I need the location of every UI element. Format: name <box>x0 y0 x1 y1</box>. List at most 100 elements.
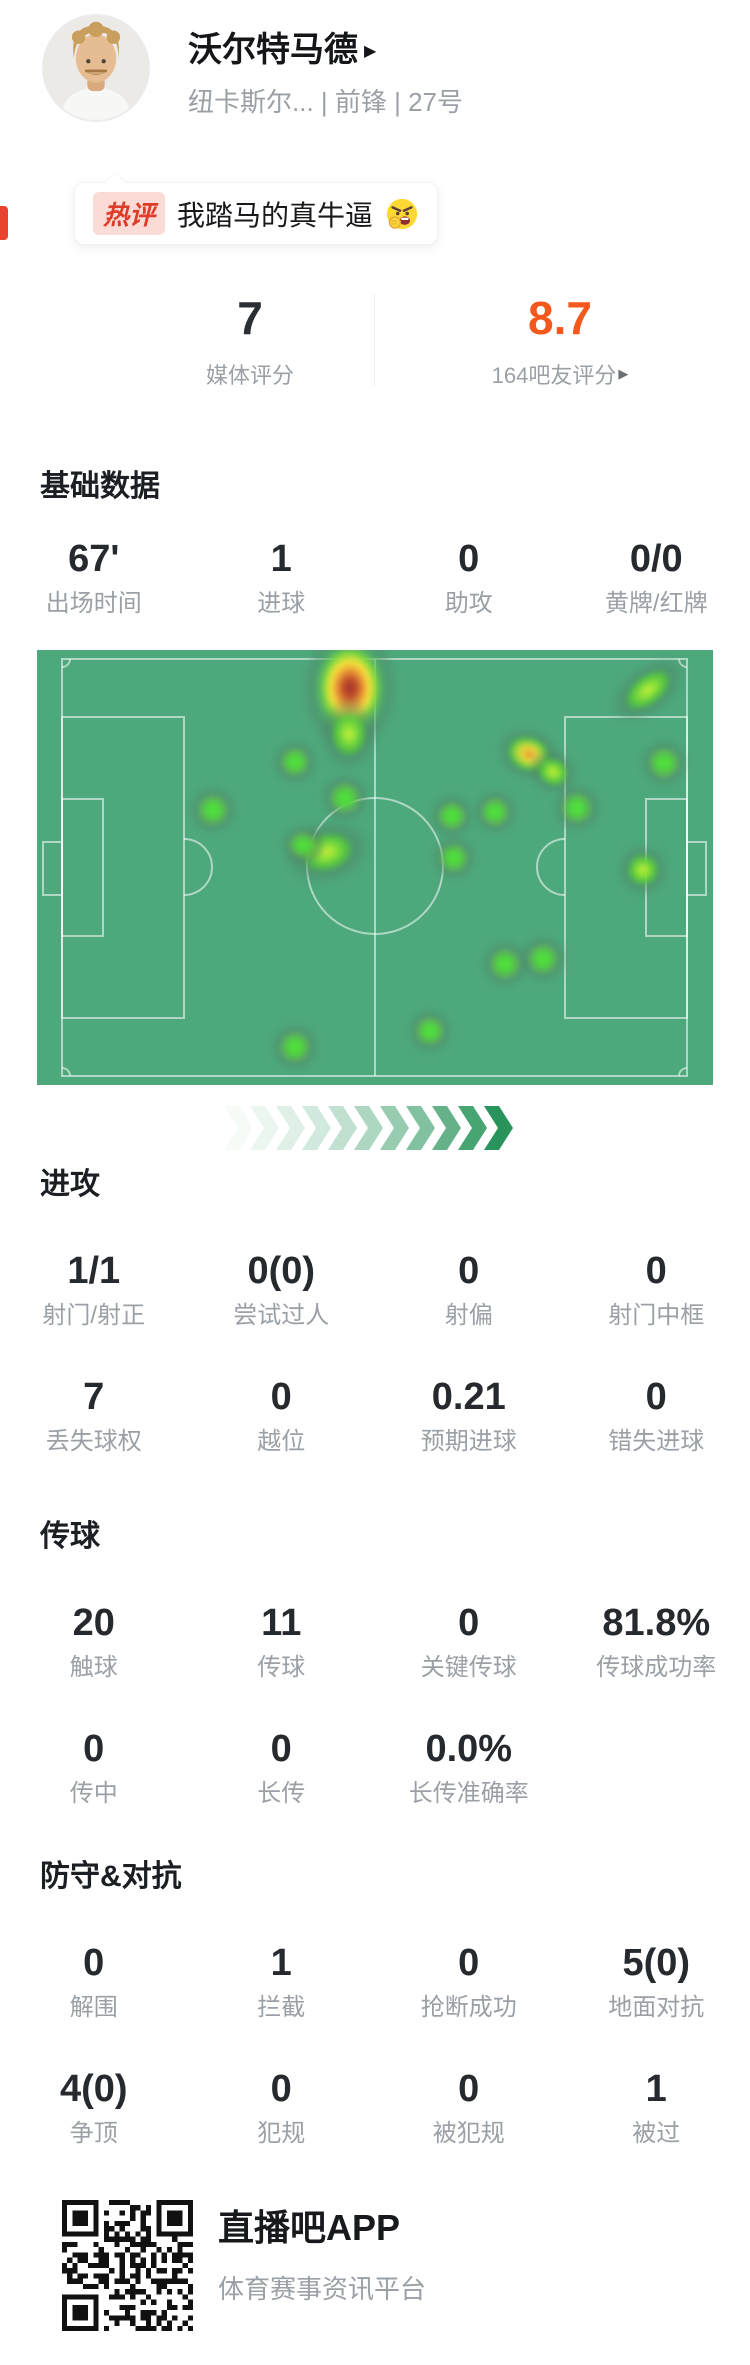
stat-助攻: 0 助攻 <box>375 536 563 620</box>
stat-label: 越位 <box>257 1428 306 1455</box>
media-rating: 7 媒体评分 <box>130 290 370 390</box>
section-defense-duels: 防守&对抗 0 解围 1 拦截 0 抢断成功 5(0) 地面对抗 4(0) 争顶 0 犯规 0 被犯规 1 被… <box>0 1862 750 2150</box>
stat-value: 5(0) <box>622 1942 691 1984</box>
section-passing: 传球 20 触球 11 传球 0 关键传球 81.8% 传球成功率 0 传中 0 长传 0.0% 长传准确… <box>0 1522 750 1810</box>
stat-row: 7 丢失球权 0 越位 0.21 预期进球 0 错失进球 <box>0 1374 750 1458</box>
stat-label: 射门中框 <box>608 1302 705 1329</box>
stat-label: 传中 <box>69 1780 118 1807</box>
stat-label: 预期进球 <box>420 1428 517 1455</box>
fans-rating-arrow-icon: ▶ <box>618 366 629 381</box>
stat-value: 0.21 <box>431 1376 506 1418</box>
stat-射门中框: 0 射门中框 <box>563 1248 750 1332</box>
stat-label: 出场时间 <box>45 590 142 617</box>
hot-comment-bubble[interactable]: 热评 我踏马的真牛逼 <box>74 182 439 245</box>
stat-拦截: 1 拦截 <box>188 1940 376 2024</box>
stat-value: 1 <box>270 538 292 580</box>
stat-rows: 20 触球 11 传球 0 关键传球 81.8% 传球成功率 0 传中 0 长传 0.0% 长传准确率 <box>0 1600 750 1810</box>
stat-value: 0 <box>458 1250 480 1292</box>
stat-label: 争顶 <box>69 2120 118 2147</box>
pitch-heatmap <box>37 650 713 1085</box>
player-avatar <box>42 14 150 122</box>
stat-value: 1 <box>645 2068 667 2110</box>
stat-value: 4(0) <box>59 2068 128 2110</box>
stat-value: 0 <box>458 538 480 580</box>
fans-rating-label: 164吧友评分 ▶ <box>440 358 680 390</box>
hot-comment-text: 我踏马的真牛逼 <box>177 199 374 231</box>
media-rating-label: 媒体评分 <box>205 363 294 388</box>
team-position-number: 纽卡斯尔... | 前锋 | 27号 <box>188 87 463 117</box>
fans-rating[interactable]: 8.7 164吧友评分 ▶ <box>440 290 680 390</box>
stat-传球: 11 传球 <box>188 1600 376 1684</box>
stat-label: 长传准确率 <box>408 1780 529 1807</box>
name-arrow-icon: ▶ <box>364 43 377 60</box>
stat-value: 20 <box>72 1602 115 1644</box>
stat-地面对抗: 5(0) 地面对抗 <box>563 1940 750 2024</box>
qr-code <box>62 2200 193 2331</box>
stat-value: 0 <box>270 1728 292 1770</box>
stat-label: 地面对抗 <box>608 1994 705 2021</box>
stat-争顶: 4(0) 争顶 <box>0 2066 188 2150</box>
stat-value: 0 <box>83 1728 105 1770</box>
stat-射偏: 0 射偏 <box>375 1248 563 1332</box>
stat-value: 1/1 <box>67 1250 121 1292</box>
stat-label: 射偏 <box>444 1302 493 1329</box>
stat-进球: 1 进球 <box>188 536 376 620</box>
stat-value: 0 <box>645 1376 667 1418</box>
stat-value: 11 <box>261 1602 302 1644</box>
stat-value: 0 <box>270 1376 292 1418</box>
stat-label: 尝试过人 <box>233 1302 330 1329</box>
stat-row: 0 解围 1 拦截 0 抢断成功 5(0) 地面对抗 <box>0 1940 750 2024</box>
stat-label: 传球 <box>257 1654 306 1681</box>
stat-value: 0 <box>83 1942 105 1984</box>
stat-row: 4(0) 争顶 0 犯规 0 被犯规 1 被过 <box>0 2066 750 2150</box>
stat-rows: 1/1 射门/射正 0(0) 尝试过人 0 射偏 0 射门中框 7 丢失球权 0 越位 0.21 预期进球… <box>0 1248 750 1458</box>
stat-被过: 1 被过 <box>563 2066 750 2150</box>
section-title: 基础数据 <box>40 470 160 503</box>
stat-label: 传球成功率 <box>596 1654 717 1681</box>
player-name-row[interactable]: 沃尔特马德 ▶ <box>188 24 376 76</box>
section-title: 进攻 <box>40 1168 100 1201</box>
stat-value: 0 <box>458 1942 480 1984</box>
heat-blobs <box>187 650 690 1073</box>
edge-accent <box>0 206 8 240</box>
stat-row: 67' 出场时间 1 进球 0 助攻 0/0 黄牌/红牌 <box>0 536 750 620</box>
stat-黄牌/红牌: 0/0 黄牌/红牌 <box>563 536 750 620</box>
attack-direction-arrows <box>224 1106 513 1150</box>
fans-rating-text: 164吧友评分 <box>491 363 617 388</box>
stat-rows: 0 解围 1 拦截 0 抢断成功 5(0) 地面对抗 4(0) 争顶 0 犯规 0 被犯规 1 被过 <box>0 1940 750 2150</box>
stat-长传准确率: 0.0% 长传准确率 <box>375 1726 563 1810</box>
stat-关键传球: 0 关键传球 <box>375 1600 563 1684</box>
player-name: 沃尔特马德 <box>188 31 358 69</box>
stat-长传: 0 长传 <box>188 1726 376 1810</box>
stat-value: 0.0% <box>425 1728 513 1770</box>
stat-尝试过人: 0(0) 尝试过人 <box>188 1248 376 1332</box>
stat-label: 抢断成功 <box>420 1994 517 2021</box>
stat-label: 被过 <box>632 2120 681 2147</box>
stat-射门/射正: 1/1 射门/射正 <box>0 1248 188 1332</box>
stat-抢断成功: 0 抢断成功 <box>375 1940 563 2024</box>
section-title: 传球 <box>40 1520 100 1553</box>
stat-value: 0 <box>458 1602 480 1644</box>
stat-触球: 20 触球 <box>0 1600 188 1684</box>
stat-value: 0 <box>458 2068 480 2110</box>
app-name: 直播吧APP <box>218 2207 401 2248</box>
stat-label: 丢失球权 <box>45 1428 142 1455</box>
stat-label: 关键传球 <box>420 1654 517 1681</box>
stat-row: 20 触球 11 传球 0 关键传球 81.8% 传球成功率 <box>0 1600 750 1684</box>
stat-rows: 67' 出场时间 1 进球 0 助攻 0/0 黄牌/红牌 <box>0 536 750 620</box>
fans-rating-value: 8.7 <box>528 292 592 344</box>
stat-value: 81.8% <box>602 1602 711 1644</box>
stat-label: 犯规 <box>257 2120 306 2147</box>
stat-label: 错失进球 <box>608 1428 705 1455</box>
ratings-divider <box>374 294 375 386</box>
stat-label: 射门/射正 <box>42 1302 146 1329</box>
stat-label: 助攻 <box>444 590 493 617</box>
section-title: 防守&对抗 <box>40 1860 182 1893</box>
stat-传中: 0 传中 <box>0 1726 188 1810</box>
stat-label: 进球 <box>257 590 306 617</box>
app-tagline: 体育赛事资讯平台 <box>218 2274 427 2304</box>
stat-label: 拦截 <box>257 1994 306 2021</box>
stat-越位: 0 越位 <box>188 1374 376 1458</box>
stat-错失进球: 0 错失进球 <box>563 1374 750 1458</box>
